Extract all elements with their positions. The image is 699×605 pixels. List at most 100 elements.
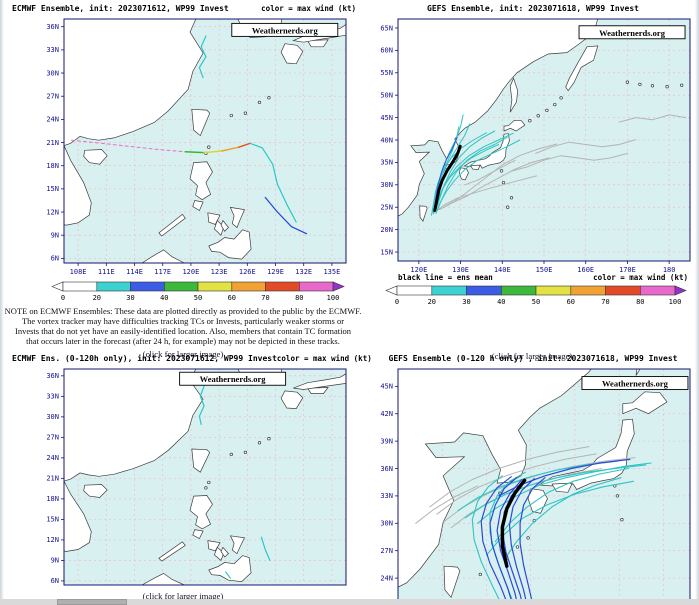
colorbar-tick-label: 40	[497, 298, 505, 306]
coastline	[64, 145, 92, 226]
note-line: NOTE on ECMWF Ensembles: These data are …	[4, 306, 362, 316]
panel-title: GEFS Ensemble (0-120 h only) , init: 202…	[388, 354, 678, 363]
ensemble-member-track	[471, 475, 503, 605]
ensemble-member-track	[436, 453, 597, 515]
ensemble-member-track	[435, 175, 537, 213]
island-dot	[207, 480, 211, 485]
island-dot	[638, 82, 642, 87]
colorbar-tick-label: 50	[194, 294, 202, 302]
ensemble-member-track	[260, 536, 271, 561]
panel-gefs-ensemble: GEFS Ensemble, init: 2023071618, WP99 In…	[368, 2, 696, 361]
lon-tick-label: 140E	[494, 266, 511, 273]
lat-tick-label: 24N	[46, 454, 59, 462]
colorbar-caption: color = max wind (kt)	[593, 273, 688, 282]
coastline	[635, 369, 641, 376]
panel-ecmwf-120h: ECMWF Ens. (0-120h only), init: 20230716…	[2, 352, 372, 601]
colorbar-tick-label: 100	[327, 294, 340, 302]
coastline	[306, 39, 329, 48]
lat-tick-label: 39N	[380, 437, 393, 445]
lat-tick-label: 30N	[46, 69, 59, 77]
lat-tick-label: 20N	[380, 226, 393, 234]
lat-tick-label: 27N	[46, 434, 59, 442]
colorbar-caption: color = max wind (kt)	[261, 4, 356, 13]
panel-title: GEFS Ensemble, init: 2023071618, WP99 In…	[427, 4, 639, 13]
lat-tick-label: 9N	[51, 232, 59, 240]
lon-tick-label: 117E	[154, 268, 171, 276]
coastline	[189, 161, 213, 201]
lat-tick-label: 55N	[380, 69, 393, 77]
ensemble-member-track	[464, 464, 647, 519]
lat-tick-label: 36N	[46, 372, 59, 380]
colorbar-tick-label: 100	[669, 298, 682, 306]
watermark-box	[231, 22, 339, 37]
lat-tick-label: 21N	[46, 475, 59, 483]
gefs-ensemble-track-map[interactable]: 65N 60N 55N 50N 45N 40N 35N 30N 25N 20N 15N 120E 130…	[368, 17, 696, 273]
ecmwf-120h-track-map[interactable]: 36N 33N 30N 27N 24N 21N 18N 15N 12N 9N 6N Weatherne…	[2, 367, 364, 589]
colorbar-right-cap	[332, 281, 345, 292]
island-dot	[207, 145, 211, 149]
colorbar-segment	[197, 281, 233, 292]
coastline	[565, 45, 599, 92]
colorbar-segment	[639, 285, 676, 296]
island-dot	[501, 180, 506, 185]
colorbar-segment	[466, 285, 502, 296]
colorbar-segment	[431, 285, 467, 296]
ensemble-member-track	[184, 151, 205, 154]
colorbar-tick-label: 30	[126, 294, 134, 302]
lat-tick-label: 50N	[380, 91, 393, 99]
lat-tick-label: 36N	[46, 23, 59, 31]
coastline	[83, 149, 108, 165]
island-dot	[506, 205, 510, 209]
coastline	[398, 19, 598, 217]
click-for-larger-image-link[interactable]: (click for larger image)	[142, 591, 224, 601]
ensemble-member-track	[435, 139, 521, 214]
horizontal-scrollbar[interactable]	[0, 599, 699, 605]
colorbar-segment	[265, 281, 300, 292]
colorbar-tick-label: 80	[295, 294, 303, 302]
island-dot	[536, 114, 540, 118]
ecmwf-ensemble-track-map[interactable]: 36N 33N 30N 27N 24N 21N 18N 15N 12N 9N 6N 108E 111E 1…	[2, 17, 364, 279]
click-for-larger-image-link[interactable]: (click for larger image)	[142, 349, 224, 359]
colorbar-tick-label: 80	[636, 298, 644, 306]
colorbar-segment	[570, 285, 606, 296]
watermark-text: Weathernerds.org	[599, 28, 666, 38]
lat-tick-label: 18N	[46, 495, 59, 503]
lon-tick-label: 120E	[182, 268, 199, 276]
gefs-120h-track-map[interactable]: 45N42N39N36N33N30N27N24N21NWeathernerds.…	[368, 367, 696, 605]
colorbar-segment	[62, 281, 98, 292]
coastline	[208, 229, 252, 260]
lon-tick-label: 114E	[126, 268, 143, 276]
max-wind-colorbar: 0 20 30 40 50 60 70 80 100	[385, 285, 687, 306]
ensemble-member-track	[433, 136, 458, 213]
lon-tick-label: 150E	[536, 266, 553, 273]
island-dot	[267, 96, 271, 100]
coastline	[208, 555, 252, 582]
click-for-larger-image-link[interactable]: (click for larger image)	[491, 351, 573, 361]
lat-tick-label: 18N	[46, 162, 59, 170]
ensemble-member-track	[480, 476, 512, 605]
colorbar-tick-label: 40	[160, 294, 168, 302]
colorbar-tick-label: 50	[532, 298, 540, 306]
lat-tick-label: 42N	[380, 410, 393, 418]
lat-tick-label: 33N	[46, 393, 59, 401]
coastline	[293, 373, 346, 390]
island-dot	[243, 111, 248, 115]
ensemble-member-track	[498, 458, 631, 497]
scrollbar-thumb[interactable]	[57, 599, 127, 605]
coastline	[419, 205, 428, 222]
colorbar-segment	[164, 281, 199, 292]
watermark-box	[578, 25, 686, 40]
watermark-text: Weathernerds.org	[252, 25, 319, 35]
coastline	[158, 541, 186, 562]
island-dot	[509, 196, 514, 200]
coastline	[220, 546, 229, 558]
colorbar-segment	[96, 281, 131, 292]
note-line: Invests that do not yet have an easily-i…	[15, 326, 351, 336]
lat-tick-label: 12N	[46, 536, 59, 544]
colorbar-segment	[130, 281, 165, 292]
lat-tick-label: 30N	[46, 413, 59, 421]
island-dot	[204, 486, 208, 490]
colorbar-tick-label: 20	[93, 294, 101, 302]
ensemble-member-track	[238, 142, 251, 148]
colorbar-segment	[298, 281, 334, 292]
